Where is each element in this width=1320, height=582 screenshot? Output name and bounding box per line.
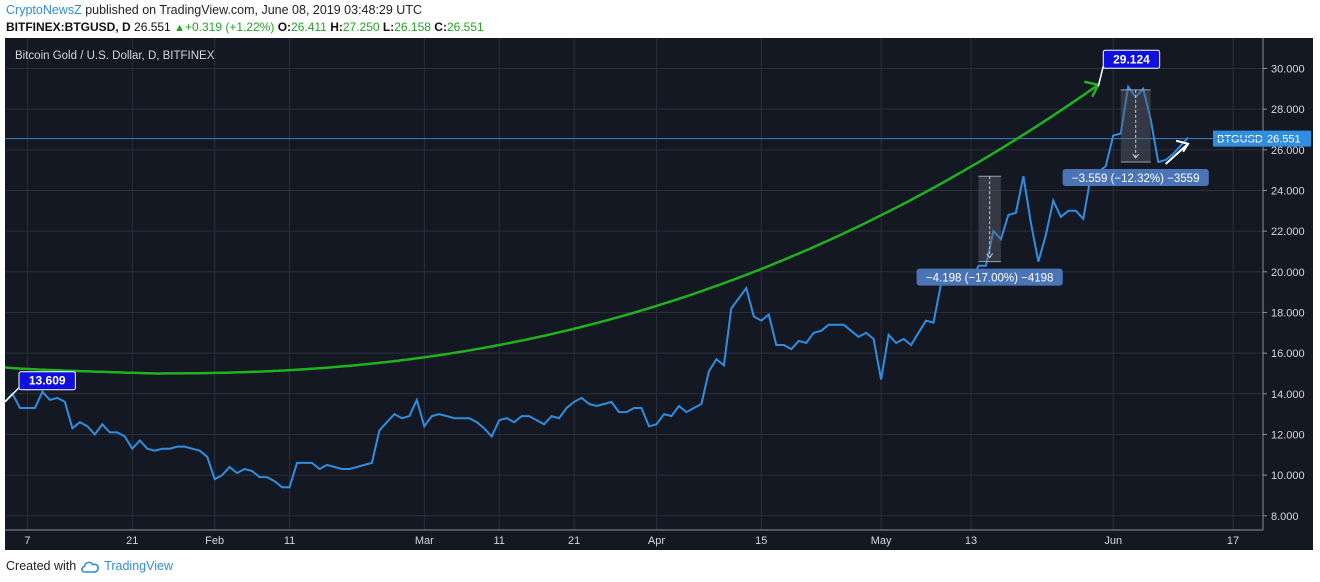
open-label: O: — [277, 20, 292, 34]
price-tick-label: 28.000 — [1271, 104, 1305, 116]
time-tick-label: 11 — [284, 535, 295, 547]
price-tick-label: 12.000 — [1271, 429, 1305, 441]
price-tick-label: 16.000 — [1271, 348, 1305, 360]
time-tick-label: 11 — [494, 535, 505, 547]
time-tick-label: May — [871, 535, 892, 547]
trend-curve — [5, 84, 1098, 375]
publish-line: CryptoNewsZ published on TradingView.com… — [6, 3, 422, 17]
symbol-tag: BTGUSD — [1217, 134, 1263, 146]
up-arrow-icon: ▲ — [174, 22, 185, 34]
measure1-label: −4.198 (−17.00%) −4198 — [926, 273, 1054, 285]
ohlc-line: BITFINEX:BTGUSD, D 26.551 ▲+0.319 (+1.22… — [6, 20, 484, 34]
time-tick-label: 17 — [1227, 535, 1239, 547]
last-price-tag: 26.551 — [1267, 134, 1301, 146]
time-tick-label: 21 — [568, 535, 580, 547]
tradingview-logo-icon — [81, 561, 100, 573]
measure1-label-bg — [916, 268, 1063, 286]
price-tick-label: 24.000 — [1271, 185, 1305, 197]
start-callout-text: 13.609 — [29, 374, 66, 388]
open-value: 26.411 — [291, 20, 327, 34]
white-arrow-head-icon — [1175, 139, 1190, 153]
chart-background — [5, 38, 1313, 550]
time-axis: 7 21 Feb 11 Mar 11 21 Apr 15 May 13 Jun 17 — [5, 529, 1263, 547]
price-tick-label: 14.000 — [1271, 389, 1305, 401]
close-label: C: — [434, 20, 447, 34]
last-price: 26.551 — [134, 20, 171, 34]
price-tick-label: 18.000 — [1271, 307, 1305, 319]
start-callout-box — [18, 371, 76, 391]
low-label: L: — [382, 20, 395, 34]
measure2-label-bg — [1062, 169, 1209, 187]
published-text: published on TradingView.com, June 08, 2… — [85, 3, 423, 17]
time-tick-label: Mar — [415, 535, 434, 547]
time-tick-label: 7 — [24, 535, 30, 547]
price-tick-label: 30.000 — [1271, 63, 1305, 75]
time-tick-label: 13 — [965, 535, 977, 547]
peak-callout-box — [1102, 49, 1161, 69]
low-value: 26.158 — [394, 20, 431, 34]
symbol-label: BITFINEX:BTGUSD, D — [6, 20, 131, 34]
white-arrow-line — [1164, 142, 1189, 165]
price-tick-label: 8.000 — [1271, 511, 1299, 523]
start-callout-pointer — [5, 387, 20, 403]
time-tick-label: 21 — [126, 535, 138, 547]
time-tick-label: Feb — [205, 535, 224, 547]
measure2-label: −3.559 (−12.32%) −3559 — [1072, 173, 1200, 185]
created-with-text: Created with — [6, 559, 77, 573]
peak-callout-text: 29.124 — [1113, 52, 1150, 66]
change-value: +0.319 (+1.22%) — [184, 20, 275, 34]
chart-title: Bitcoin Gold / U.S. Dollar, D, BITFINEX — [15, 50, 215, 62]
price-axis: 8.000 10.000 12.000 14.000 16.000 18.000 20.00… — [1213, 38, 1311, 530]
price-tick-label: 20.000 — [1271, 267, 1305, 279]
close-value: 26.551 — [446, 20, 484, 34]
annotation-layer: −4.198 (−17.00%) −4198 −3.559 (−12.32%) −… — [5, 49, 1209, 403]
peak-callout-pointer — [1097, 66, 1104, 87]
price-chart[interactable]: 8.000 10.000 12.000 14.000 16.000 18.000 20.00… — [5, 38, 1313, 550]
measure1-arrow-icon — [986, 253, 994, 259]
footer: Created with TradingView — [6, 559, 173, 573]
measure2-arrow-icon — [1132, 153, 1140, 159]
author-link[interactable]: CryptoNewsZ — [6, 3, 82, 17]
time-tick-label: Jun — [1104, 535, 1122, 547]
price-tick-label: 26.000 — [1271, 145, 1305, 157]
time-tick-label: 15 — [755, 535, 767, 547]
price-tick-label: 22.000 — [1271, 226, 1305, 238]
high-label: H: — [330, 20, 343, 34]
series-layer — [5, 80, 1263, 489]
time-tick-label: Apr — [648, 535, 665, 547]
high-value: 27.250 — [342, 20, 380, 34]
tradingview-link[interactable]: TradingView — [104, 559, 173, 573]
price-tick-label: 10.000 — [1271, 470, 1305, 482]
